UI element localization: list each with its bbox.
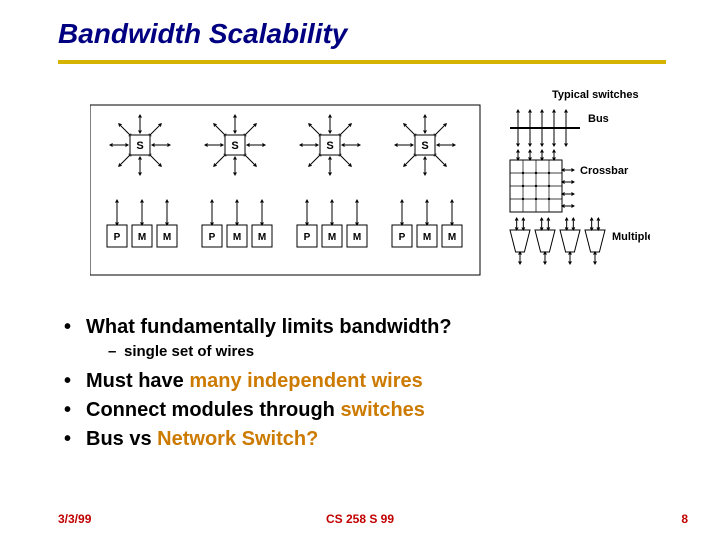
bullet-1-text: What fundamentally limits bandwidth? bbox=[86, 316, 452, 338]
svg-text:M: M bbox=[163, 232, 171, 243]
svg-text:M: M bbox=[423, 232, 431, 243]
svg-text:P: P bbox=[304, 232, 311, 243]
svg-text:Bus: Bus bbox=[588, 113, 609, 125]
bullet-4-pre: Bus vs bbox=[86, 428, 157, 450]
bullet-1a: single set of wires bbox=[58, 343, 678, 360]
svg-text:M: M bbox=[353, 232, 361, 243]
slide: Bandwidth Scalability Typical switches S S… bbox=[0, 0, 720, 540]
bullet-1: What fundamentally limits bandwidth? bbox=[58, 316, 678, 339]
footer-center: CS 258 S 99 bbox=[0, 512, 720, 526]
body-content: What fundamentally limits bandwidth? sin… bbox=[58, 310, 678, 455]
svg-text:P: P bbox=[209, 232, 216, 243]
svg-text:M: M bbox=[233, 232, 241, 243]
bullet-2: Must have many independent wires bbox=[58, 370, 678, 393]
footer: 3/3/99 CS 258 S 99 8 bbox=[0, 508, 720, 526]
bullet-3-em: switches bbox=[340, 399, 424, 421]
svg-text:S: S bbox=[231, 140, 238, 152]
slide-title: Bandwidth Scalability bbox=[58, 18, 347, 50]
svg-text:P: P bbox=[399, 232, 406, 243]
svg-text:S: S bbox=[326, 140, 333, 152]
svg-text:P: P bbox=[114, 232, 121, 243]
svg-text:S: S bbox=[421, 140, 428, 152]
svg-text:Multiplexers: Multiplexers bbox=[612, 231, 650, 243]
svg-text:M: M bbox=[258, 232, 266, 243]
svg-text:Crossbar: Crossbar bbox=[580, 165, 629, 177]
diagram: Typical switches S S S S P M M P M M P M M P M M Bus Cross… bbox=[90, 80, 650, 280]
bullet-3-pre: Connect modules through bbox=[86, 399, 340, 421]
title-underline bbox=[58, 60, 666, 64]
svg-text:M: M bbox=[448, 232, 456, 243]
bullet-2-em: many independent wires bbox=[189, 370, 422, 392]
bullet-2-pre: Must have bbox=[86, 370, 189, 392]
svg-text:Typical switches: Typical switches bbox=[552, 89, 639, 101]
footer-page: 8 bbox=[681, 512, 688, 526]
svg-text:S: S bbox=[136, 140, 143, 152]
bullet-4-em: Network Switch? bbox=[157, 428, 318, 450]
svg-text:M: M bbox=[328, 232, 336, 243]
bullet-1a-text: single set of wires bbox=[124, 343, 254, 360]
svg-text:M: M bbox=[138, 232, 146, 243]
bullet-3: Connect modules through switches bbox=[58, 399, 678, 422]
bullet-4: Bus vs Network Switch? bbox=[58, 428, 678, 451]
